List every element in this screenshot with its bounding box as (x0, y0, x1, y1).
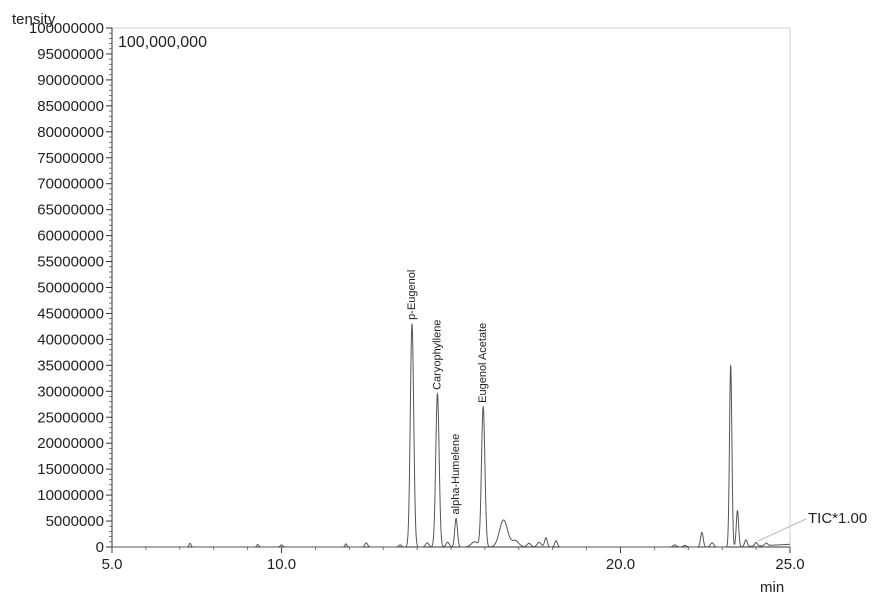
tic-trace-line (112, 323, 790, 548)
y-tick-label: 25000000 (37, 409, 104, 426)
y-tick-label: 45000000 (37, 305, 104, 322)
tic-trace-layer (112, 323, 790, 548)
peak-label: p-Eugenol (406, 270, 418, 320)
y-tick-label: 40000000 (37, 331, 104, 348)
y-tick-label: 10000000 (37, 487, 104, 504)
y-tick-label: 80000000 (37, 124, 104, 141)
y-tick-label: 85000000 (37, 98, 104, 115)
y-tick-label: 65000000 (37, 202, 104, 219)
x-tick-label: 20.0 (606, 556, 635, 573)
y-tick-label: 70000000 (37, 176, 104, 193)
y-tick-label: 15000000 (37, 461, 104, 478)
y-tick-label: 75000000 (37, 150, 104, 167)
y-tick-label: 55000000 (37, 254, 104, 271)
peak-label: Eugenol Acetate (477, 323, 489, 403)
y-tick-label: 95000000 (37, 46, 104, 63)
trace-label: TIC*1.00 (808, 510, 867, 527)
peak-label: alpha-Humelene (450, 434, 462, 515)
y-axis-label: tensity (12, 11, 56, 28)
trace-label-leader (757, 518, 807, 542)
x-axis-label: min (760, 579, 784, 596)
x-tick-label: 5.0 (102, 556, 123, 573)
y-tick-label: 30000000 (37, 383, 104, 400)
y-axis: 0 5000000 10000000 15000000 20000000 25000000… (29, 20, 112, 556)
x-tick-label: 25.0 (775, 556, 804, 573)
x-tick-label: 10.0 (267, 556, 296, 573)
y-tick-label: 90000000 (37, 72, 104, 89)
scale-label: 100,000,000 (118, 34, 207, 51)
y-tick-label: 0 (96, 539, 104, 556)
y-tick-label: 20000000 (37, 435, 104, 452)
peak-labels: p-Eugenol Caryophyllene alpha-Humelene Euge… (406, 270, 489, 515)
y-tick-label: 5000000 (46, 513, 104, 530)
y-tick-label: 35000000 (37, 357, 104, 374)
peak-label: Caryophyllene (431, 320, 443, 390)
x-axis: 5.0 10.0 20.0 25.0 (102, 547, 805, 573)
y-tick-label: 50000000 (37, 280, 104, 297)
y-tick-label: 60000000 (37, 228, 104, 245)
y-tick-label: 100000000 (29, 20, 104, 37)
